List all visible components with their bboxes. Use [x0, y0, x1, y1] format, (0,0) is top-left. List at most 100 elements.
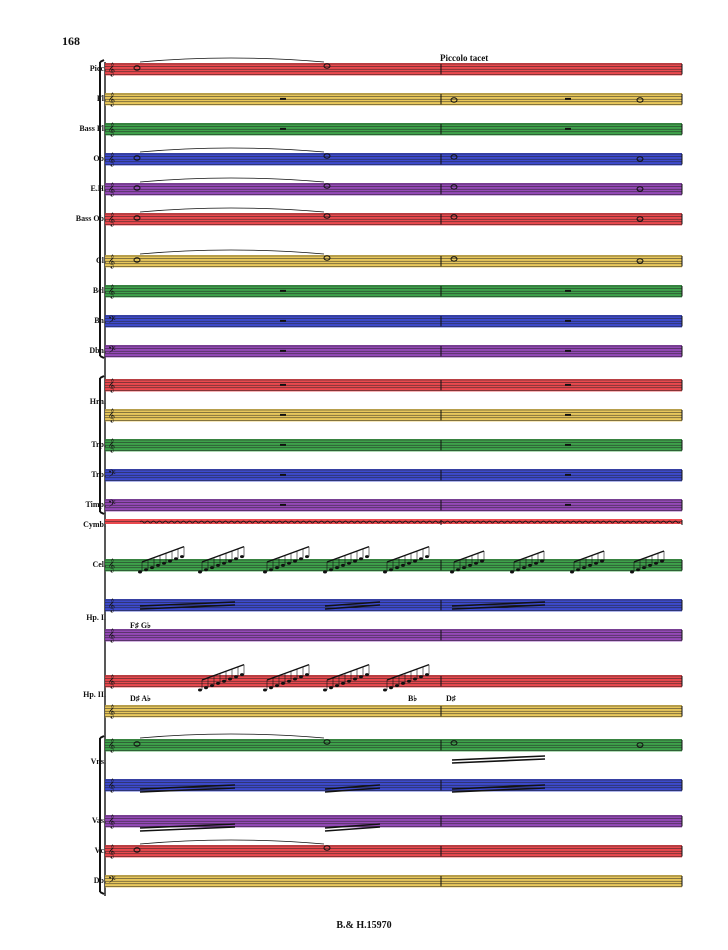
instrument-label: Hp. II. [83, 690, 106, 699]
note-head [150, 566, 154, 570]
note-head [133, 215, 141, 221]
note-head [269, 686, 273, 690]
clef-icon: 𝄢 [108, 468, 116, 482]
note-head [636, 742, 644, 748]
note-head [630, 570, 634, 574]
staff-18: 𝄞 [105, 628, 683, 642]
clef-icon: 𝄞 [108, 778, 115, 792]
note-head [341, 563, 345, 567]
staff-15 [105, 519, 683, 525]
arpeggio-figure [630, 550, 665, 574]
tremolo-beam [324, 826, 381, 832]
note-head [636, 186, 644, 192]
note-head [156, 563, 160, 567]
tie [139, 839, 325, 845]
whole-rest [565, 443, 571, 446]
arpeggio-figure [138, 545, 185, 574]
pedal-mark-hp1: F♯ G♭ [130, 621, 151, 630]
note-head [413, 677, 417, 681]
instrument-label: Vas. [91, 816, 106, 825]
arpeggio-figure [323, 545, 370, 574]
clef-icon: 𝄞 [108, 628, 115, 642]
arpeggio-figure [383, 545, 430, 574]
note-head [323, 63, 331, 69]
arpeggio-figure [383, 663, 430, 692]
note-head [180, 555, 184, 559]
note-head [305, 673, 309, 677]
note-head [474, 561, 478, 565]
note-head [383, 570, 387, 574]
note-head [293, 677, 297, 681]
note-head [204, 686, 208, 690]
clef-icon: 𝄞 [108, 378, 115, 392]
note-head [419, 557, 423, 561]
note-head [234, 675, 238, 679]
note-head [353, 677, 357, 681]
clef-icon: 𝄞 [108, 92, 115, 106]
note-head [329, 568, 333, 572]
tremolo-beam [139, 604, 236, 610]
instrument-label: Ob. [93, 154, 106, 163]
instrument-label: Cel. [92, 560, 106, 569]
note-head [510, 570, 514, 574]
publisher-footer: B.& H.15970 [336, 920, 392, 931]
clef-icon: 𝄞 [108, 284, 115, 298]
staff-7: 𝄞 [105, 284, 683, 298]
note-head [570, 570, 574, 574]
note-head [365, 673, 369, 677]
note-head [299, 557, 303, 561]
note-head [347, 561, 351, 565]
note-head [450, 214, 458, 220]
staff-17: 𝄞 [105, 598, 683, 612]
tie [139, 733, 325, 739]
note-head [407, 679, 411, 683]
whole-rest [565, 289, 571, 292]
note-head [323, 213, 331, 219]
note-head [323, 255, 331, 261]
clef-icon: 𝄞 [108, 152, 115, 166]
whole-rest [565, 413, 571, 416]
note-head [222, 679, 226, 683]
instrument-label: Hp. I. [86, 613, 106, 622]
staff-21: 𝄞 [105, 738, 683, 752]
tremolo-beam [324, 823, 381, 829]
note-head [335, 566, 339, 570]
instrument-label: Cl. [96, 256, 106, 265]
clef-icon: 𝄢 [108, 344, 116, 358]
whole-rest [280, 349, 286, 352]
note-head [654, 561, 658, 565]
note-head [287, 679, 291, 683]
staff-4: 𝄞 [105, 182, 683, 196]
tremolo-beam [139, 787, 236, 793]
staff-2: 𝄞 [105, 122, 683, 136]
whole-rest [280, 97, 286, 100]
whole-rest [280, 503, 286, 506]
pedal-mark-hp2-bflat: B♭ [408, 694, 418, 703]
note-head [347, 679, 351, 683]
note-head [636, 156, 644, 162]
clef-icon: 𝄞 [108, 62, 115, 76]
note-head [450, 740, 458, 746]
note-head [198, 688, 202, 692]
whole-rest [280, 127, 286, 130]
tremolo-beam [139, 823, 236, 829]
note-head [395, 566, 399, 570]
staff-23: 𝄞 [105, 814, 683, 828]
note-head [359, 675, 363, 679]
note-head [401, 681, 405, 685]
tremolo-beam [324, 787, 381, 793]
instrument-label: Trb. [91, 470, 106, 479]
instrument-label: Trp. [91, 440, 106, 449]
staff-9: 𝄢 [105, 344, 683, 358]
whole-rest [565, 127, 571, 130]
clef-icon: 𝄞 [108, 738, 115, 752]
instrument-label: Hrn. [89, 397, 106, 406]
note-head [450, 256, 458, 262]
whole-rest [565, 383, 571, 386]
tremolo-beam [451, 755, 546, 761]
staff-19: 𝄞 [105, 674, 683, 688]
staff-14: 𝄢 [105, 498, 683, 512]
note-head [144, 568, 148, 572]
whole-rest [280, 413, 286, 416]
